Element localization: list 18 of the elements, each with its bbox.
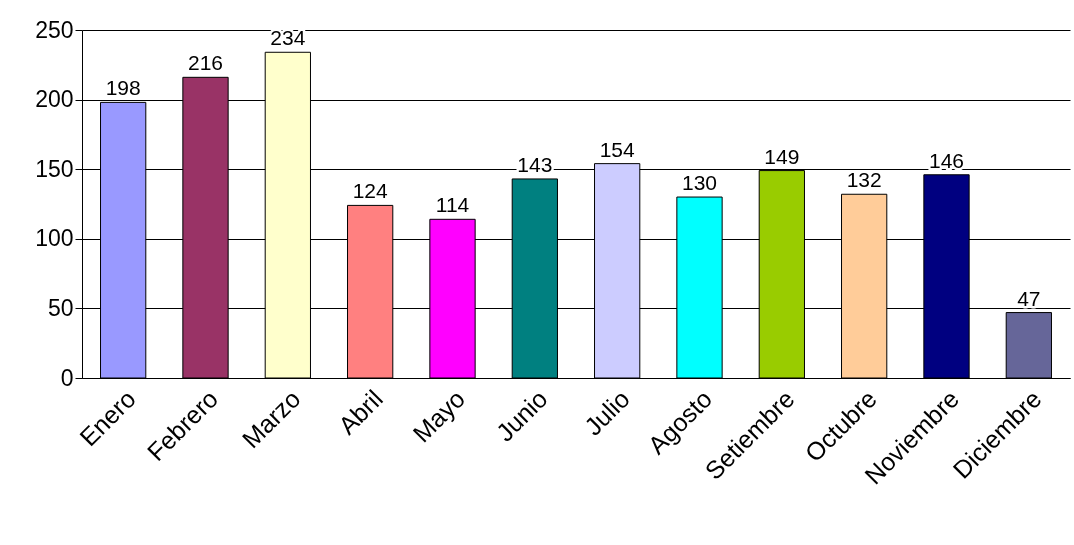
y-tick-label: 0: [60, 364, 74, 391]
data-label: 47: [1017, 286, 1041, 310]
y-tick-label: 50: [47, 294, 74, 321]
y-tick-label: 150: [35, 155, 74, 182]
data-label: 154: [599, 137, 635, 161]
y-tick-label: 250: [35, 16, 74, 43]
data-label: 114: [435, 193, 470, 217]
data-label: 132: [846, 168, 882, 192]
data-label: 198: [105, 76, 141, 100]
data-label: 149: [764, 144, 800, 168]
data-label: 146: [928, 148, 965, 172]
data-label: 234: [270, 26, 306, 50]
data-label: 216: [187, 51, 224, 75]
y-tick-label: 100: [35, 225, 74, 252]
data-label: 124: [352, 179, 388, 203]
data-label: 130: [681, 171, 718, 195]
y-tick-label: 200: [35, 86, 74, 113]
x-tick-label: Julio: [578, 384, 635, 441]
